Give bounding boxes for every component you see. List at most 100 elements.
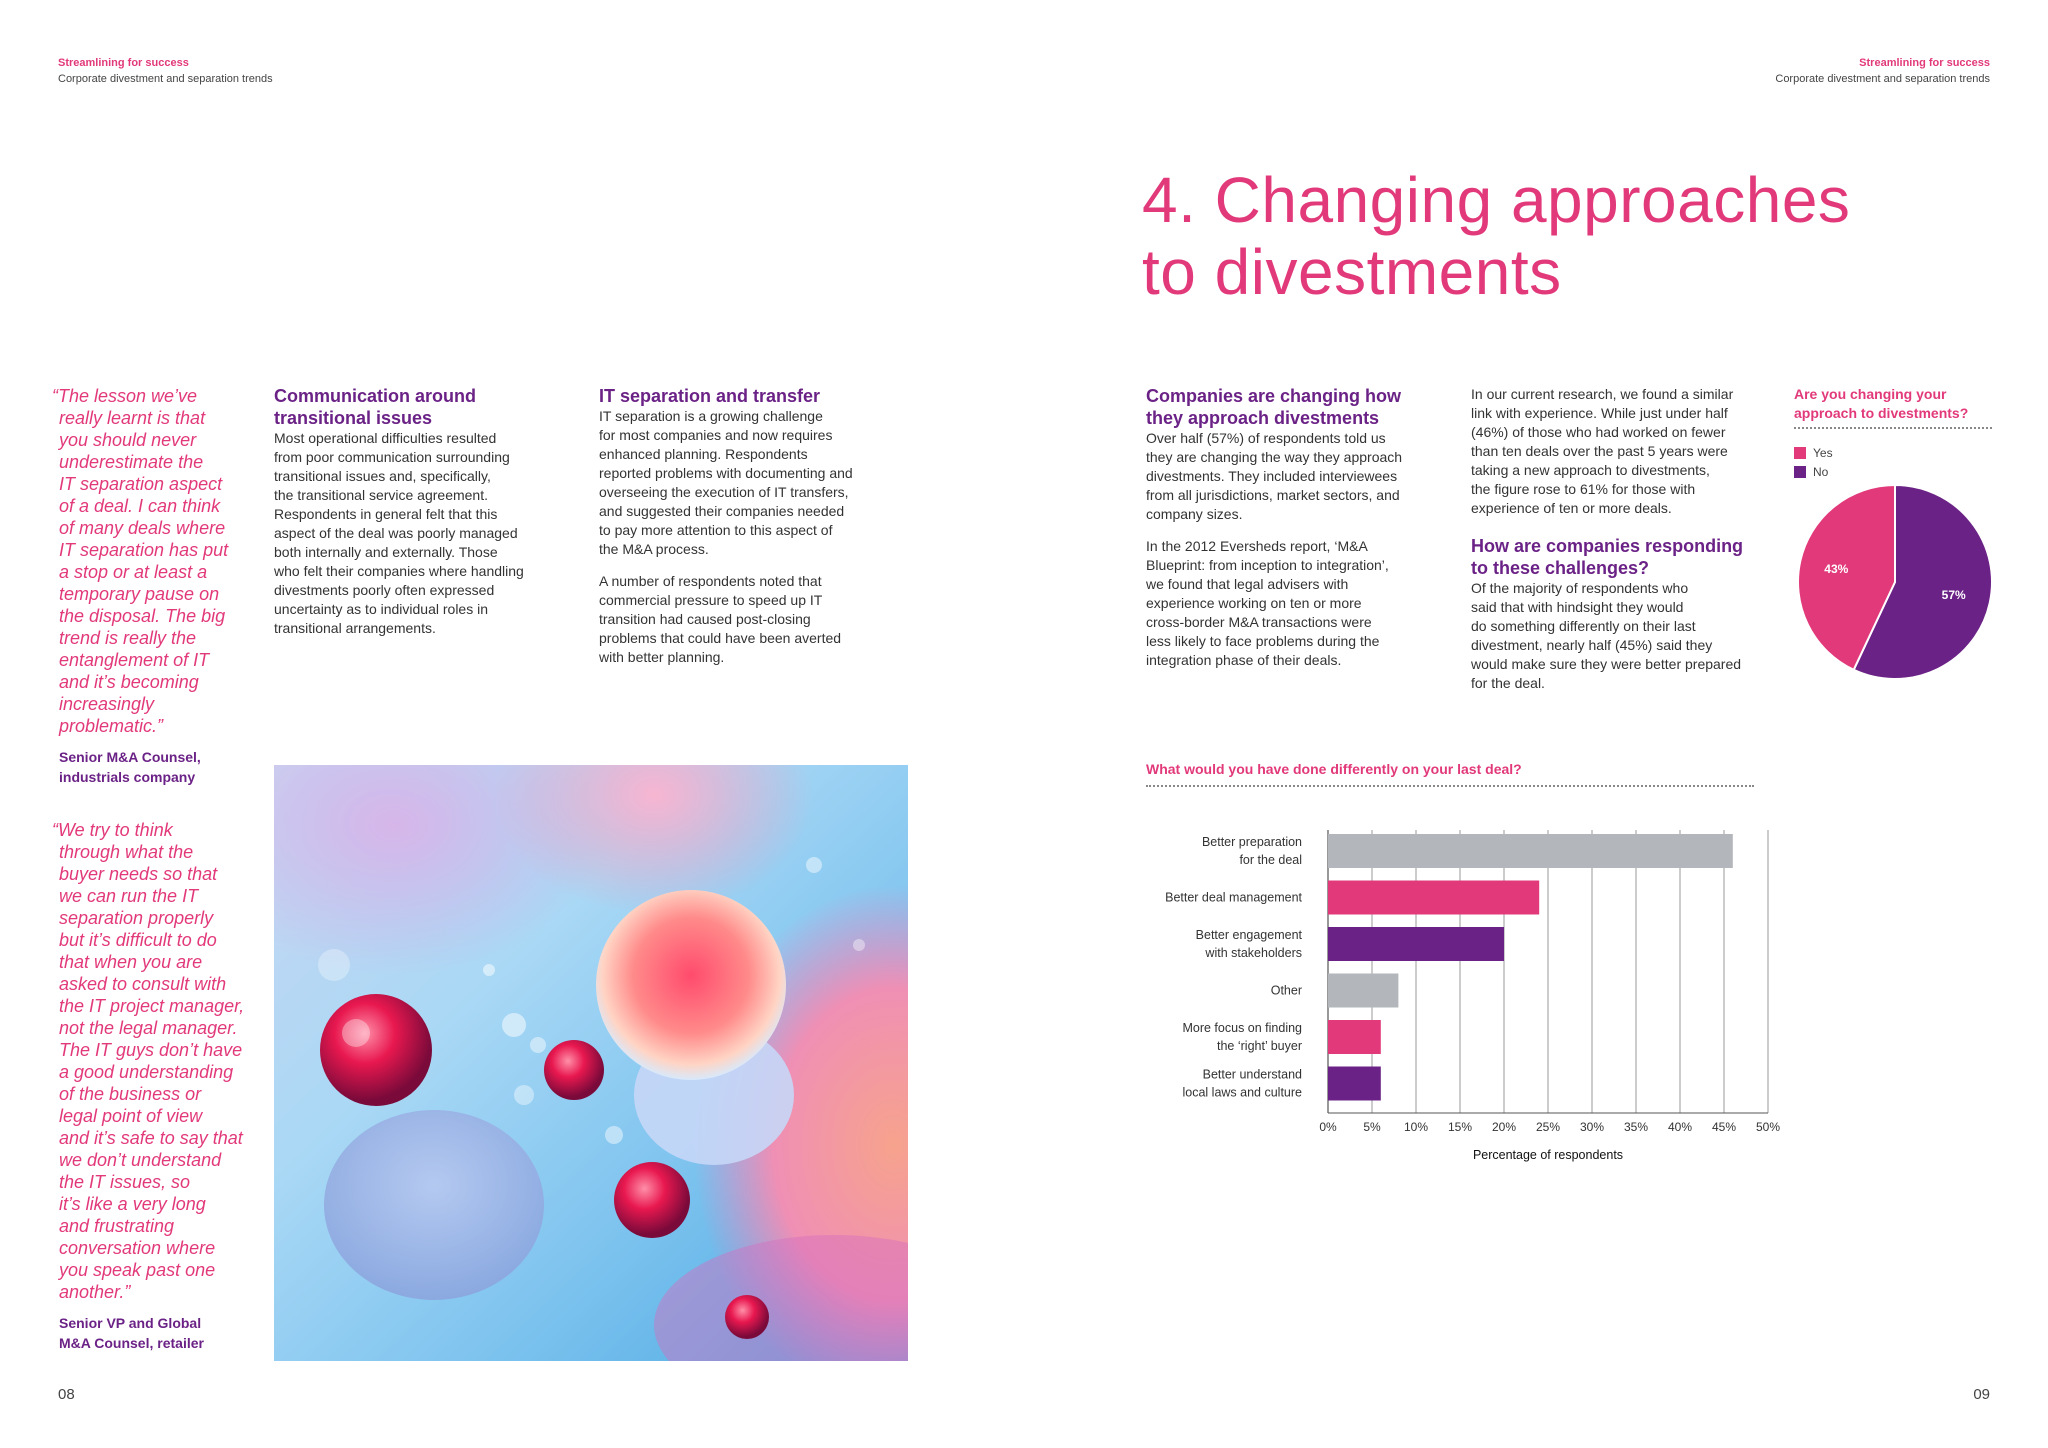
text-line: Most operational difficulties resulted [274, 430, 497, 446]
text-line: the M&A process. [599, 541, 709, 557]
legend-item: Yes [1794, 443, 1992, 462]
quote-line: The IT guys don’t have [59, 1040, 243, 1060]
quote-column: “The lesson we’ve really learnt is that yo… [52, 385, 272, 1353]
section-title-line: 4. Changing approaches [1142, 164, 1851, 236]
quote-line: the disposal. The big [59, 606, 226, 626]
legend-swatch [1794, 465, 1806, 478]
communication-section: Communication around transitional issues … [274, 385, 574, 638]
quote-line: we can run the IT [59, 886, 199, 906]
quote-line: of a deal. I can think [59, 496, 221, 516]
text-line: transitional issues [274, 408, 433, 428]
legend-swatch [1794, 446, 1806, 459]
section-heading: How are companies responding to these cha… [1471, 535, 1791, 579]
quote-attribution: Senior M&A Counsel, industrials company [52, 747, 272, 787]
bar [1328, 973, 1399, 1008]
research-section: In our current research, we found a simi… [1471, 385, 1791, 693]
text-line: Of the majority of respondents who [1471, 580, 1689, 596]
quote-line: the IT project manager, [59, 996, 245, 1016]
text-line: experience of ten or more deals. [1471, 500, 1672, 516]
quote-line: through what the [59, 842, 194, 862]
quote-line: and frustrating [59, 1216, 175, 1236]
x-tick-label: 5% [1363, 1120, 1381, 1134]
quote-line: IT separation has put [59, 540, 229, 560]
attribution-line: industrials company [59, 769, 196, 785]
text-line: uncertainty as to individual roles in [274, 601, 489, 617]
bar [1328, 927, 1504, 961]
quote-line: legal point of view [59, 1106, 203, 1126]
text-line: than ten deals over the past 5 years wer… [1471, 443, 1728, 459]
text-line: transition had caused post-closing [599, 611, 811, 627]
section-heading: Communication around transitional issues [274, 385, 574, 429]
text-line: less likely to face problems during the [1146, 633, 1380, 649]
attribution-line: Senior VP and Global [59, 1315, 202, 1331]
header-right: Streamlining for success Corporate dives… [1775, 55, 1990, 87]
quote-line: IT separation aspect [59, 474, 223, 494]
legend-item: No [1794, 462, 1992, 481]
text-line: experience working on ten or more [1146, 595, 1362, 611]
text-line: Are you changing your [1794, 386, 1947, 402]
x-tick-label: 35% [1624, 1120, 1648, 1134]
header-subtitle: Corporate divestment and separation tren… [1775, 73, 1990, 85]
x-tick-label: 30% [1580, 1120, 1604, 1134]
paragraph: In our current research, we found a simi… [1471, 385, 1791, 518]
x-tick-label: 20% [1492, 1120, 1516, 1134]
pie-chart-title: Are you changing your approach to divestm… [1794, 385, 1992, 423]
abstract-bubbles-image [274, 765, 908, 1361]
divider [1146, 785, 1754, 787]
quote-line: the IT issues, so [59, 1172, 191, 1192]
quote-line: a good understanding [59, 1062, 234, 1082]
section-body: In our current research, we found a simi… [1471, 385, 1791, 518]
quote-line: buyer needs so that [59, 864, 218, 884]
quote-line: problematic.” [59, 716, 164, 736]
header-subtitle: Corporate divestment and separation tren… [58, 73, 273, 85]
attribution-line: M&A Counsel, retailer [59, 1335, 204, 1351]
bubbles-illustration [274, 765, 908, 1361]
text-line: How are companies responding [1471, 536, 1744, 556]
pull-quote: “We try to think through what the buyer ne… [52, 819, 272, 1303]
bar-category-label: for the deal [1239, 853, 1302, 867]
legend-label: No [1813, 464, 1829, 479]
quote-line: and it’s becoming [59, 672, 199, 692]
text-line: transitional arrangements. [274, 620, 436, 636]
pull-quote: “The lesson we’ve really learnt is that yo… [52, 385, 272, 737]
bar-category-label: with stakeholders [1204, 946, 1302, 960]
x-tick-label: 45% [1712, 1120, 1736, 1134]
x-tick-label: 50% [1756, 1120, 1780, 1134]
text-line: taking a new approach to divestments, [1471, 462, 1710, 478]
quote-line: we don’t understand [59, 1150, 222, 1170]
x-tick-label: 25% [1536, 1120, 1560, 1134]
attribution-line: Senior M&A Counsel, [59, 749, 201, 765]
text-line: the figure rose to 61% for those with [1471, 481, 1696, 497]
text-line: aspect of the deal was poorly managed [274, 525, 518, 541]
text-line: approach to divestments? [1794, 405, 1969, 421]
section-body: IT separation is a growing challenge for … [599, 407, 899, 667]
it-separation-section: IT separation and transfer IT separation… [599, 385, 899, 667]
text-line: do something differently on their last [1471, 618, 1696, 634]
quote-line: you should never [59, 430, 197, 450]
paragraph: Of the majority of respondents who said t… [1471, 579, 1791, 693]
bar-category-label: Other [1271, 984, 1302, 998]
bar-category-label: Better understand [1203, 1068, 1302, 1082]
x-tick-label: 15% [1448, 1120, 1472, 1134]
quote-line: that when you are [59, 952, 203, 972]
quote-line: of the business or [59, 1084, 202, 1104]
quote-line: increasingly [59, 694, 155, 714]
text-line: divestments. They included interviewees [1146, 468, 1398, 484]
section-body: Of the majority of respondents who said t… [1471, 579, 1791, 693]
x-tick-label: 0% [1319, 1120, 1337, 1134]
pie-chart: 57% 43% [1797, 484, 1993, 680]
text-line: Companies are changing how [1146, 386, 1402, 406]
pie-slice-yes [1797, 484, 1896, 672]
bar-chart-title-block: What would you have done differently on … [1146, 760, 1754, 787]
header-title: Streamlining for success [1859, 57, 1990, 69]
text-line: both internally and externally. Those [274, 544, 498, 560]
quote-line: a stop or at least a [59, 562, 208, 582]
text-line: company sizes. [1146, 506, 1243, 522]
text-line: from all jurisdictions, market sectors, … [1146, 487, 1400, 503]
changing-section: Companies are changing how they approach … [1146, 385, 1456, 670]
text-line: they approach divestments [1146, 408, 1380, 428]
paragraph: IT separation is a growing challenge for … [599, 407, 899, 559]
page-number-left: 08 [58, 1386, 75, 1403]
text-line: they are changing the way they approach [1146, 449, 1403, 465]
section-heading: Companies are changing how they approach … [1146, 385, 1456, 429]
